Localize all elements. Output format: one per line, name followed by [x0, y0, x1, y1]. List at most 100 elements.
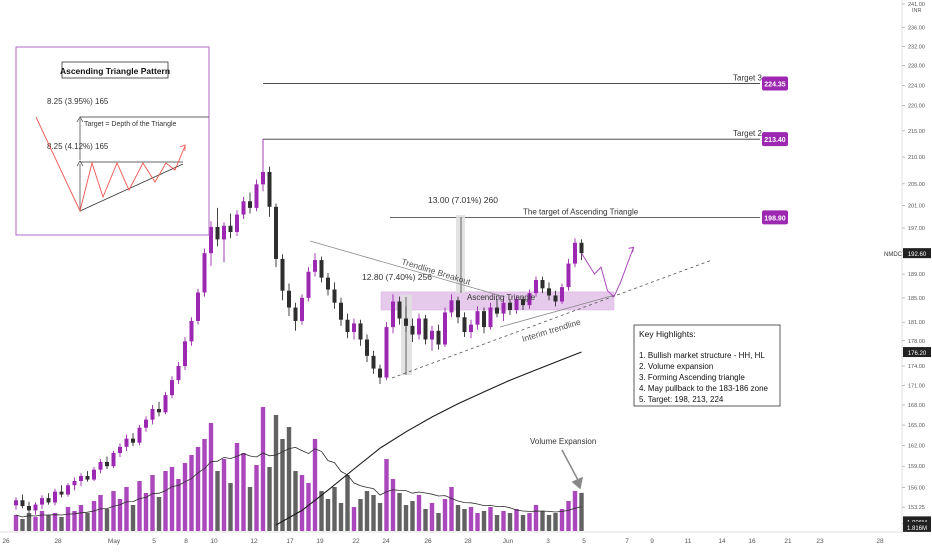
price-tag-bg: [903, 516, 931, 527]
candle-body: [59, 491, 64, 495]
volume-bars: [13, 407, 584, 531]
candle-body: [573, 242, 577, 264]
volume-bar: [59, 517, 64, 531]
candle-body: [566, 263, 571, 288]
time-tick-label: 21: [784, 538, 792, 545]
ascending-trendline: [391, 259, 713, 379]
price-tick-label: 159.00: [908, 464, 925, 470]
volume-bar: [98, 495, 103, 531]
candle-body: [527, 293, 532, 306]
volume-bar: [72, 511, 77, 531]
candle-body: [371, 355, 376, 369]
candle-body: [417, 318, 421, 335]
candle-body: [547, 288, 551, 296]
time-tick-label: 3: [546, 538, 550, 545]
time-tick-label: 5: [582, 538, 586, 545]
volume-bar: [384, 459, 389, 531]
descending-trendline: [309, 240, 506, 298]
time-tick-label: 23: [816, 538, 824, 545]
candle-body: [358, 323, 363, 340]
candle-body: [436, 330, 441, 345]
candle-body: [326, 277, 330, 290]
volume-bar: [390, 479, 396, 531]
candle-body: [404, 318, 408, 326]
price-tick-label: 232.00: [908, 44, 925, 50]
volume-bar: [104, 509, 110, 531]
candle-body: [443, 312, 447, 345]
volume-bar: [163, 471, 168, 531]
key-highlights-box: Key Highlights: 1. Bullish market struct…: [633, 324, 781, 407]
candle-body: [53, 491, 57, 503]
ascending-triangle-label: Ascending Triangle: [467, 293, 536, 302]
price-axis[interactable]: 241.00 236.00 232.00 228.00 224.00 220.00 215.…: [884, 0, 931, 532]
candle-body: [215, 226, 220, 240]
target-price-badge: [762, 132, 788, 147]
candle-body: [332, 289, 337, 303]
price-tag-bg: [903, 521, 931, 532]
candle-body: [85, 476, 90, 480]
measure-big-label: 13.00 (7.01%) 260: [428, 195, 498, 205]
volume-bar: [364, 491, 370, 531]
inset-title: Ascending Triangle Pattern: [60, 66, 170, 76]
candle-body: [319, 260, 324, 278]
volume-bar: [501, 511, 506, 531]
candle-body: [579, 242, 584, 254]
volume-bar: [436, 513, 441, 531]
candle-body: [248, 201, 252, 208]
candle-body: [423, 318, 428, 340]
price-tick-label: 215.00: [908, 129, 925, 135]
time-tick-label: 19: [316, 538, 324, 545]
candle-body: [228, 225, 233, 232]
candle-body: [397, 301, 402, 319]
volume-bar: [143, 493, 149, 531]
time-tick-label: 12: [250, 538, 258, 545]
time-tick-label: 10: [210, 538, 218, 545]
price-tag-bg: [903, 347, 931, 358]
volume-bar: [559, 509, 565, 531]
volume-bar: [208, 423, 214, 531]
volume-bar: [312, 439, 318, 531]
volume-bar: [514, 509, 519, 531]
time-tick-label: 14: [718, 538, 726, 545]
volume-bar: [397, 493, 402, 531]
time-axis[interactable]: 26 28 May 5 8 10 12 17 19 22 24 26 28 Jun 3 5 7 9 11 14 16 21…: [0, 531, 902, 545]
candle-body: [46, 498, 51, 503]
volume-bar: [195, 447, 201, 531]
time-tick-label: 28: [876, 538, 884, 545]
candle-body: [287, 290, 291, 308]
price-tick-label: 178.00: [908, 339, 925, 345]
candle-body: [72, 480, 77, 486]
volume-bar: [410, 501, 415, 531]
candle-body: [235, 214, 239, 232]
candle-body: [345, 319, 350, 333]
price-tick-label: 210.00: [908, 155, 925, 161]
candle-body: [501, 302, 506, 314]
volume-bar: [332, 487, 337, 531]
price-moving-average-line: [275, 351, 582, 526]
volume-bar: [299, 475, 305, 531]
volume-bar: [527, 513, 532, 531]
candle-body: [300, 297, 304, 321]
candle-body: [124, 438, 129, 447]
volume-bar: [267, 467, 272, 531]
volume-bar: [416, 495, 422, 531]
target-price-label: 213.40: [764, 137, 786, 144]
volume-bar: [286, 427, 292, 531]
volume-bar: [533, 505, 539, 531]
candle-body: [514, 299, 519, 310]
volume-bar: [20, 519, 25, 531]
volume-bar: [13, 515, 19, 531]
candle-body: [293, 307, 298, 321]
key-highlights-title: Key Highlights:: [639, 329, 696, 339]
volume-bar: [579, 492, 584, 531]
candle-body: [508, 302, 512, 310]
volume-bar: [273, 415, 279, 531]
key-highlight-4: 4. May pullback to the 183-186 zone: [639, 384, 769, 393]
candle-body: [391, 301, 395, 328]
price-tick-label: 174.00: [908, 364, 925, 370]
volume-ma-line: [15, 446, 582, 518]
candle-body: [66, 485, 70, 495]
